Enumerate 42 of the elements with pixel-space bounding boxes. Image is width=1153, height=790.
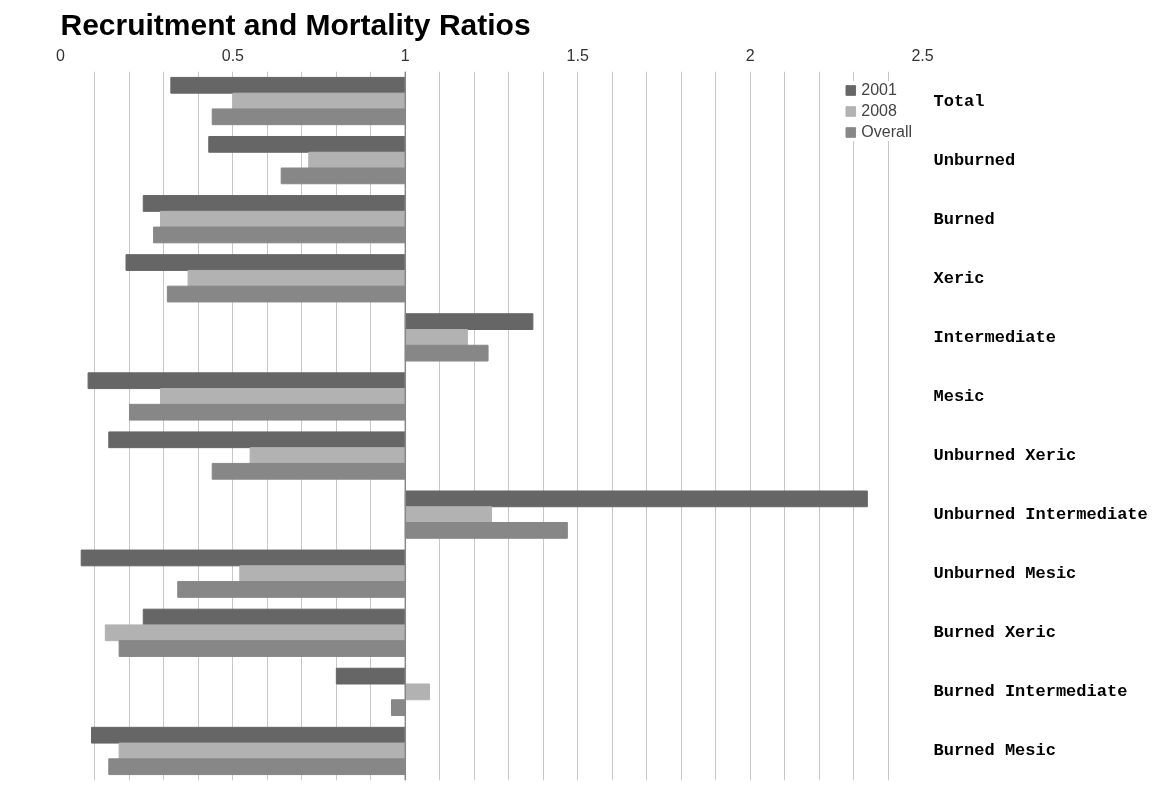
- bar: [404, 329, 468, 346]
- bar: [404, 506, 492, 523]
- bar: [87, 372, 406, 390]
- x-tick-label: 2: [745, 46, 755, 64]
- bar: [404, 313, 534, 330]
- y-tick-label: Total: [933, 91, 985, 111]
- bar: [125, 254, 406, 271]
- bar: [142, 195, 406, 212]
- bar: [104, 624, 406, 642]
- y-tick-label: Mesic: [933, 386, 985, 406]
- y-tick-label: Unburned Mesic: [933, 564, 1077, 584]
- x-tick-label: 2.5: [911, 46, 934, 64]
- y-tick-label: Unburned Intermediate: [933, 505, 1148, 525]
- y-tick-label: Unburned Xeric: [933, 446, 1077, 466]
- y-tick-label: Burned Intermediate: [933, 682, 1128, 702]
- y-tick-label: Intermediate: [933, 327, 1056, 347]
- legend-label: 2001: [861, 81, 897, 99]
- x-tick-label: 0: [56, 46, 66, 64]
- bar: [118, 742, 406, 760]
- x-tick-label: 0.5: [221, 46, 245, 64]
- bar: [91, 726, 406, 744]
- legend-label: Overall: [861, 123, 912, 141]
- bar: [404, 490, 868, 508]
- bar: [170, 76, 406, 94]
- bar: [187, 269, 406, 287]
- chart-title: Recruitment and Mortality Ratios: [60, 7, 531, 41]
- bar: [404, 683, 430, 701]
- bar: [239, 565, 406, 583]
- bar: [335, 667, 406, 685]
- x-tick-label: 1.5: [566, 46, 589, 64]
- legend-label: 2008: [861, 102, 897, 120]
- bar: [80, 549, 406, 567]
- y-tick-label: Burned Mesic: [933, 741, 1056, 761]
- bar: [208, 135, 406, 153]
- y-tick-label: Unburned: [933, 150, 1016, 170]
- bar: [249, 447, 406, 464]
- y-tick-label: Burned: [933, 209, 995, 229]
- x-tick-label: 1: [400, 46, 410, 64]
- bar: [159, 388, 406, 405]
- bar: [108, 431, 406, 449]
- y-tick-label: Burned Xeric: [933, 623, 1056, 643]
- y-tick-label: Xeric: [933, 268, 985, 288]
